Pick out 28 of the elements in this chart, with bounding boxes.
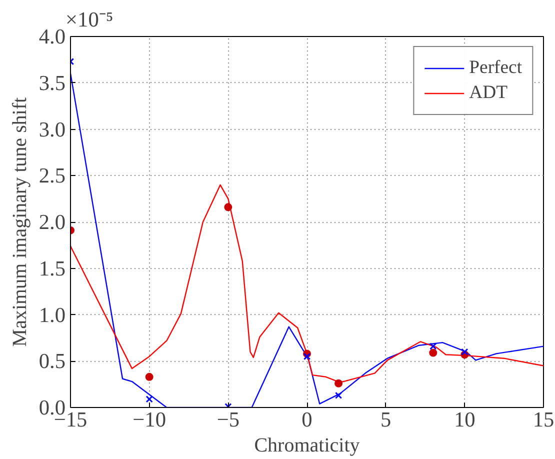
y-tick-label: 4.0 (38, 24, 66, 48)
legend-label: Perfect (469, 57, 522, 79)
x-tick-label: 5 (380, 408, 392, 432)
point (334, 392, 342, 400)
text: ×10⁻⁵ (66, 8, 114, 32)
point (224, 203, 232, 212)
x-tick-label: 10 (454, 408, 476, 432)
y-tick-label: 1.5 (38, 256, 66, 280)
point (429, 348, 438, 357)
y-tick-label: 0.5 (38, 349, 66, 374)
x-tick-label: −10 (132, 408, 166, 432)
legend-label: ADT (469, 82, 508, 104)
point (303, 352, 311, 360)
point (145, 372, 154, 381)
y-tick-label: 2.5 (38, 164, 66, 188)
point (430, 342, 437, 350)
y-tick-label: 3.5 (38, 70, 66, 95)
y-tick-label: 1.0 (38, 302, 66, 327)
x-axis-title: Chromaticity (254, 434, 360, 456)
point (146, 396, 153, 403)
y-axis-title: Maximum imaginary tune shift (8, 96, 31, 347)
x-tick-label: −5 (216, 408, 240, 432)
x-tick-label: 0 (302, 408, 312, 432)
point (461, 348, 468, 356)
point (334, 379, 343, 388)
y-tick-label: 2.0 (38, 210, 66, 234)
x-tick-label: 15 (532, 408, 554, 432)
y-tick-label: 3.0 (38, 117, 66, 142)
